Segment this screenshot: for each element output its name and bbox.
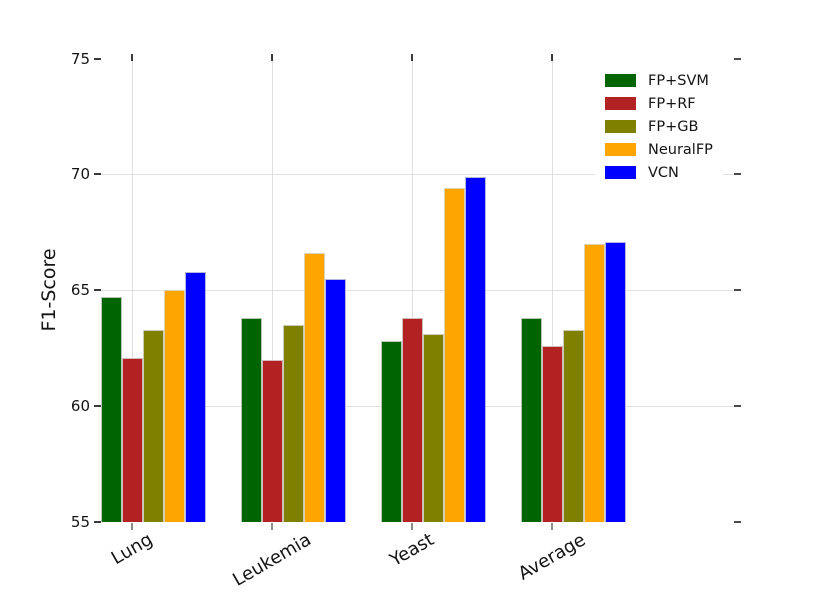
gridline-h-70 bbox=[101, 174, 741, 176]
bar-average-fp-rf bbox=[542, 345, 563, 522]
legend-item-fp-rf: FP+RF bbox=[605, 92, 713, 115]
x-tick-label-lung: Lung bbox=[107, 528, 157, 570]
bar-average-fp-gb bbox=[563, 329, 584, 522]
legend-label-fp-svm: FP+SVM bbox=[648, 72, 709, 89]
legend-item-neuralfp: NeuralFP bbox=[605, 138, 713, 161]
bar-yeast-fp-gb bbox=[423, 334, 444, 522]
bar-leukemia-fp-svm bbox=[241, 318, 262, 522]
x-tick-bottom-average bbox=[551, 523, 553, 530]
x-tick-label-average: Average bbox=[514, 529, 590, 585]
legend: FP+SVM FP+RF FP+GB NeuralFP VCN bbox=[595, 63, 723, 190]
legend-label-fp-gb: FP+GB bbox=[648, 118, 699, 135]
bar-average-fp-svm bbox=[521, 318, 542, 522]
bar-lung-fp-gb bbox=[143, 329, 164, 522]
y-tick-left-60 bbox=[94, 405, 101, 408]
y-tick-left-55 bbox=[94, 521, 101, 523]
bar-leukemia-neuralfp bbox=[304, 253, 325, 522]
y-tick-right-60 bbox=[734, 405, 741, 408]
x-tick-label-yeast: Yeast bbox=[386, 528, 438, 571]
bar-yeast-fp-svm bbox=[381, 341, 402, 522]
y-tick-label-70: 70 bbox=[70, 165, 90, 184]
bar-lung-vcn bbox=[185, 271, 206, 522]
bar-average-vcn bbox=[605, 241, 626, 522]
y-tick-right-65 bbox=[734, 289, 741, 292]
bar-leukemia-vcn bbox=[325, 278, 346, 522]
gridline-v-leukemia bbox=[272, 54, 273, 522]
y-tick-left-65 bbox=[94, 289, 101, 292]
gridline-v-average bbox=[552, 54, 553, 522]
x-tick-bottom-leukemia bbox=[271, 523, 273, 530]
legend-label-fp-rf: FP+RF bbox=[648, 95, 696, 112]
bar-yeast-fp-rf bbox=[402, 318, 423, 522]
bar-lung-fp-svm bbox=[101, 297, 122, 522]
x-tick-bottom-lung bbox=[131, 523, 133, 530]
legend-item-fp-svm: FP+SVM bbox=[605, 69, 713, 92]
bar-leukemia-fp-rf bbox=[262, 359, 283, 522]
y-tick-right-70 bbox=[734, 173, 741, 176]
gridline-v-yeast bbox=[412, 54, 413, 522]
bar-yeast-vcn bbox=[465, 176, 486, 522]
legend-swatch-vcn bbox=[605, 166, 636, 179]
bar-average-neuralfp bbox=[584, 243, 605, 522]
x-tick-label-leukemia: Leukemia bbox=[229, 529, 315, 591]
y-tick-right-75 bbox=[734, 57, 741, 60]
x-tick-bottom-yeast bbox=[411, 523, 413, 530]
y-tick-label-55: 55 bbox=[70, 513, 90, 531]
legend-label-neuralfp: NeuralFP bbox=[648, 141, 713, 158]
bar-yeast-neuralfp bbox=[444, 188, 465, 522]
gridline-v-lung bbox=[132, 54, 133, 522]
legend-item-vcn: VCN bbox=[605, 161, 713, 184]
legend-swatch-fp-svm bbox=[605, 74, 636, 87]
legend-swatch-neuralfp bbox=[605, 143, 636, 156]
legend-swatch-fp-rf bbox=[605, 97, 636, 110]
y-axis-label: F1-Score bbox=[38, 248, 60, 332]
y-tick-left-70 bbox=[94, 173, 101, 176]
legend-label-vcn: VCN bbox=[648, 164, 679, 181]
x-tick-top-leukemia bbox=[271, 54, 273, 61]
legend-item-fp-gb: FP+GB bbox=[605, 115, 713, 138]
bar-lung-fp-rf bbox=[122, 357, 143, 522]
bar-leukemia-fp-gb bbox=[283, 325, 304, 522]
gridline-h-65 bbox=[101, 290, 741, 292]
y-tick-left-75 bbox=[94, 57, 101, 60]
y-tick-label-75: 75 bbox=[70, 49, 90, 68]
y-tick-label-65: 65 bbox=[70, 281, 90, 300]
bar-lung-neuralfp bbox=[164, 290, 185, 522]
y-tick-label-60: 60 bbox=[70, 397, 90, 416]
x-tick-top-yeast bbox=[411, 54, 413, 61]
x-tick-top-lung bbox=[131, 54, 133, 61]
legend-swatch-fp-gb bbox=[605, 120, 636, 133]
y-tick-right-55 bbox=[734, 521, 741, 523]
x-tick-top-average bbox=[551, 54, 553, 61]
